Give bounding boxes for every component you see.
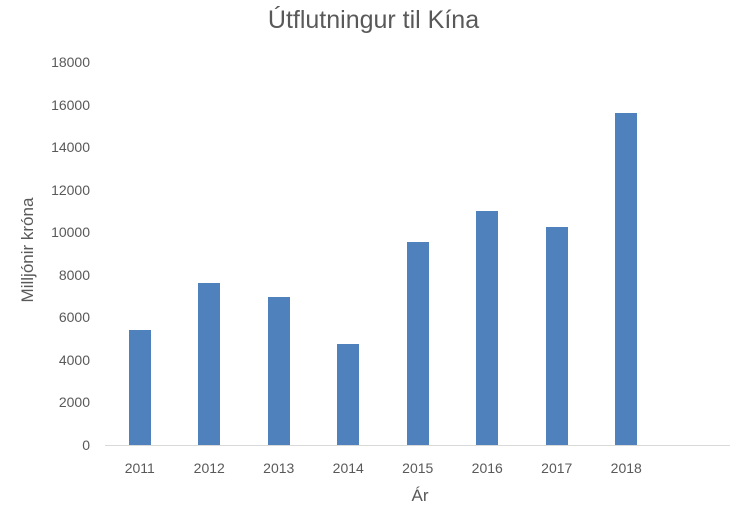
x-tick-label: 2016: [471, 460, 503, 476]
y-tick-label: 12000: [51, 181, 90, 198]
bar-2013: [267, 297, 290, 445]
x-axis-line: [105, 445, 730, 446]
chart-title: Útflutningur til Kína: [267, 6, 480, 34]
x-tick-label: 2014: [332, 460, 364, 476]
bar-2014: [337, 343, 360, 445]
x-tick-label: 2017: [541, 460, 573, 476]
y-axis-label: Milljónir króna: [18, 197, 37, 303]
bar-2018: [615, 113, 638, 445]
y-tick-label: 0: [82, 437, 90, 453]
y-tick-label: 2000: [58, 394, 90, 411]
x-tick-label: 2018: [610, 460, 642, 476]
y-tick-label: 8000: [58, 266, 90, 283]
y-tick-label: 14000: [51, 139, 90, 156]
y-tick-label: 4000: [58, 351, 90, 368]
y-tick-label: 6000: [58, 309, 90, 326]
x-tick-label: 2012: [193, 460, 225, 476]
y-tick-label: 10000: [51, 224, 90, 241]
y-tick-label: 18000: [51, 54, 90, 70]
bar-2012: [198, 283, 221, 445]
bar-2016: [476, 210, 499, 445]
bar-2011: [128, 330, 151, 445]
x-axis-label: Ár: [411, 486, 429, 505]
x-tick-label: 2013: [263, 460, 295, 476]
bar-2015: [406, 241, 429, 445]
x-tick-label: 2011: [124, 460, 155, 476]
x-tick-label: 2015: [402, 460, 434, 476]
bar-2017: [545, 226, 568, 445]
y-tick-label: 16000: [51, 96, 90, 113]
